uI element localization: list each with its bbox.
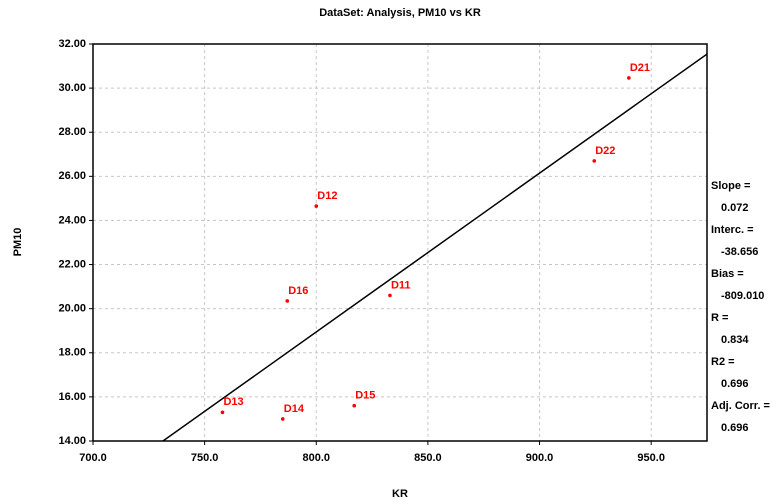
point-label: D12 (317, 190, 337, 202)
point (280, 417, 285, 421)
x-tick-label: 750.0 (191, 452, 219, 464)
stat-label: R = (711, 312, 728, 324)
y-axis-label: PM10 (12, 228, 24, 257)
plot-frame (92, 43, 708, 442)
chart-title: DataSet: Analysis, PM10 vs KR (319, 7, 481, 19)
x-tick-label: 900.0 (526, 452, 554, 464)
x-axis-label: KR (392, 488, 408, 500)
point (220, 410, 225, 415)
y-tick-label: 22.00 (58, 258, 86, 270)
point-label: D22 (595, 145, 615, 157)
point-label: D11 (391, 279, 411, 291)
stat-label: R2 = (711, 356, 735, 368)
stat-value: 0.834 (721, 334, 749, 346)
point (388, 293, 392, 298)
y-tick-label: 32.00 (58, 38, 86, 50)
fit-group (161, 53, 707, 441)
y-tick-label: 26.00 (58, 170, 86, 182)
y-tick-label: 18.00 (58, 347, 86, 359)
x-tick-label: 950.0 (637, 452, 665, 464)
point-label: D13 (223, 396, 243, 408)
point (592, 159, 597, 163)
stat-value: 0.696 (721, 422, 749, 434)
y-tick-label: 16.00 (58, 391, 86, 403)
stat-label: Interc. = (711, 224, 754, 236)
point-label: D14 (284, 403, 305, 415)
stat-value: -38.656 (721, 246, 758, 258)
stat-value: -809.010 (721, 290, 764, 302)
point-label: D15 (355, 390, 375, 402)
regression-line (161, 53, 707, 441)
stat-label: Slope = (711, 180, 750, 192)
point (352, 403, 357, 408)
y-tick-label: 20.00 (58, 303, 86, 315)
y-tick-label: 30.00 (58, 82, 86, 94)
point-label: D16 (288, 285, 308, 297)
y-tick-label: 14.00 (58, 435, 86, 447)
y-tick-label: 28.00 (58, 126, 86, 138)
x-tick-label: 850.0 (414, 452, 442, 464)
stat-value: 0.072 (721, 202, 749, 214)
point (314, 204, 319, 208)
point (285, 299, 290, 303)
stat-label: Bias = (711, 268, 744, 280)
x-tick-label: 800.0 (303, 452, 331, 464)
stat-label: Adj. Corr. = (711, 400, 770, 412)
point (627, 76, 631, 80)
stat-value: 0.696 (721, 378, 749, 390)
point-label: D21 (630, 62, 650, 74)
x-tick-label: 700.0 (79, 452, 107, 464)
y-tick-label: 24.00 (58, 214, 86, 226)
